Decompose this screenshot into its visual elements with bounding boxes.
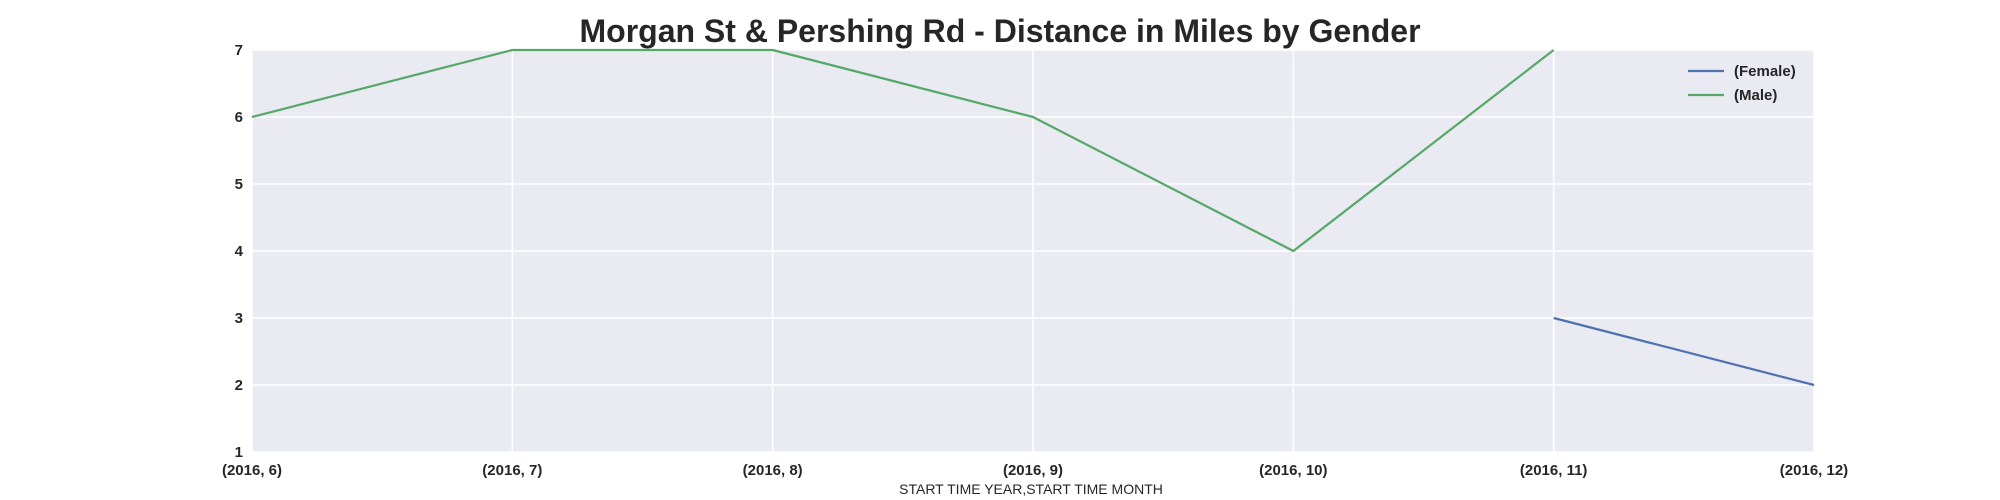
x-tick-label: (2016, 11) (1520, 462, 1588, 479)
y-tick-label: 3 (235, 310, 243, 327)
y-axis-ticks: 1 2 3 4 5 6 7 (235, 42, 244, 461)
x-tick-label: (2016, 8) (743, 462, 803, 479)
x-axis-label: START TIME YEAR,START TIME MONTH (899, 481, 1163, 497)
x-tick-label: (2016, 10) (1259, 462, 1327, 479)
chart-title: Morgan St & Pershing Rd - Distance in Mi… (579, 13, 1420, 49)
x-tick-label: (2016, 6) (222, 462, 282, 479)
x-tick-label: (2016, 12) (1780, 462, 1848, 479)
x-axis-ticks: (2016, 6) (2016, 7) (2016, 8) (2016, 9) (201… (222, 462, 1848, 479)
legend-label: (Female) (1734, 63, 1796, 80)
legend-label: (Male) (1734, 87, 1777, 104)
legend: (Female) (Male) (1688, 63, 1796, 104)
series-line-0 (1553, 316, 1815, 387)
x-tick-label: (2016, 9) (1003, 462, 1063, 479)
y-tick-label: 5 (235, 176, 243, 193)
series-lines (251, 48, 1815, 387)
y-tick-label: 7 (235, 42, 243, 59)
series-line-1 (251, 48, 1555, 253)
y-tick-label: 6 (235, 109, 243, 126)
y-tick-label: 1 (235, 444, 243, 461)
x-tick-label: (2016, 7) (482, 462, 542, 479)
y-tick-label: 4 (235, 243, 244, 260)
y-tick-label: 2 (235, 377, 243, 394)
